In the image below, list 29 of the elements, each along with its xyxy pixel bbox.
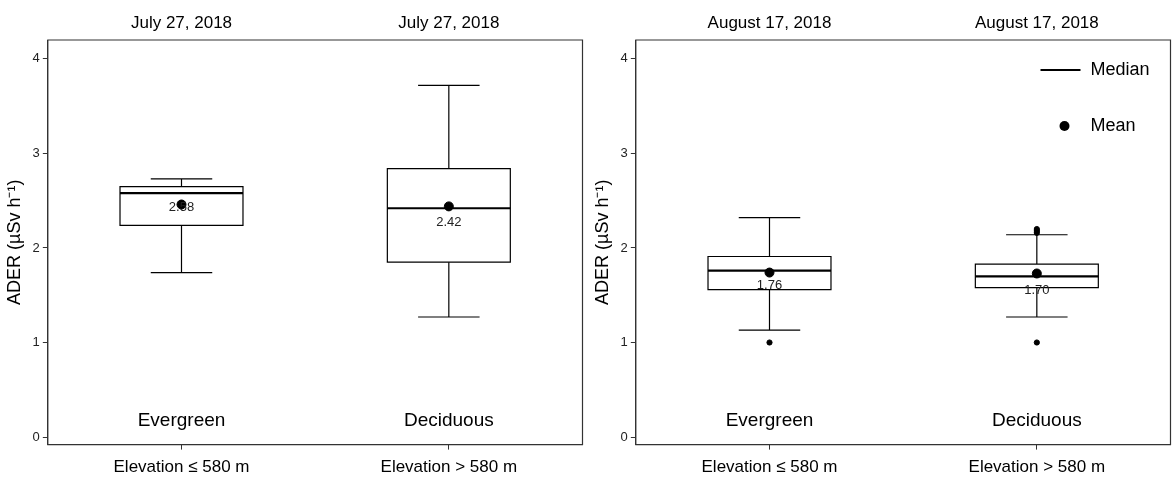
annotation: Evergreen (137, 409, 226, 431)
text: August 17, 2018 (974, 13, 1099, 33)
y-tick-label: 1 (620, 334, 628, 350)
x-tick-label: Elevation > 580 m (380, 457, 518, 477)
y-axis-title: ADER (µSv h⁻¹) (3, 179, 24, 305)
y-tick-label: 3 (620, 145, 628, 161)
annotation: Deciduous (403, 409, 494, 431)
text: August 17, 2018 (707, 13, 832, 33)
y-tick-label: 0 (32, 428, 40, 444)
legend-label: Median (1090, 58, 1150, 79)
y-tick-label: 4 (620, 50, 628, 66)
annotation: 2.58 (168, 199, 195, 215)
y-axis-title: ADER (µSv h⁻¹) (591, 179, 612, 305)
text: July 27, 2018 (130, 13, 233, 33)
y-tick-label: 2 (32, 239, 40, 255)
x-tick-label: Elevation ≤ 580 m (113, 457, 250, 477)
y-tick-label: 2 (620, 239, 628, 255)
x-tick-label: Elevation ≤ 580 m (701, 457, 838, 477)
annotation: Evergreen (725, 409, 814, 431)
annotation: 1.76 (756, 276, 783, 292)
legend-label: Mean (1090, 114, 1136, 135)
annotation: Deciduous (991, 409, 1082, 431)
y-tick-label: 1 (32, 334, 40, 350)
annotation: 2.42 (436, 214, 462, 230)
x-tick-label: Elevation > 580 m (968, 457, 1106, 477)
text: July 27, 2018 (398, 13, 500, 33)
y-tick-label: 0 (620, 428, 628, 444)
y-tick-label: 4 (32, 50, 40, 66)
y-tick-label: 3 (32, 145, 40, 161)
